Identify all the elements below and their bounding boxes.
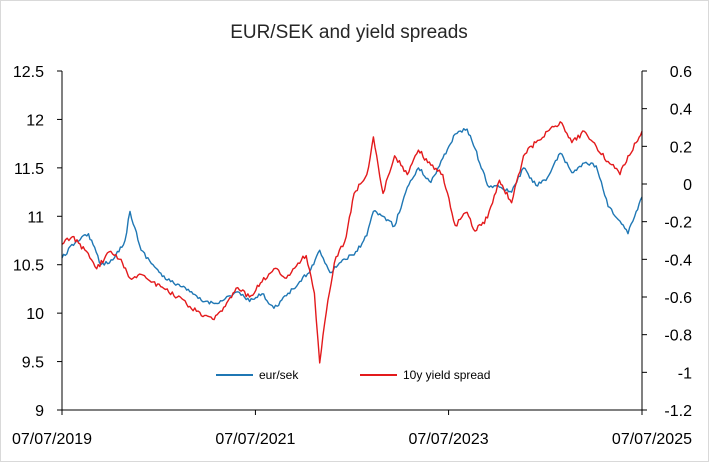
right-y-tick-label: 0 — [683, 177, 692, 194]
x-tick-label: 07/07/2019 — [12, 431, 92, 448]
series-line-eur-sek — [61, 127, 643, 309]
left-y-tick-label: 12 — [26, 112, 44, 129]
legend: eur/sek 10y yield spread — [216, 368, 490, 382]
right-y-tick-label: -0.6 — [664, 290, 692, 307]
left-y-tick-label: 11.5 — [14, 161, 44, 178]
left-y-tick-label: 11 — [27, 209, 44, 226]
legend-label-eur-sek: eur/sek — [259, 368, 299, 382]
right-y-tick-label: 0.2 — [670, 139, 692, 156]
left-y-tick-label: 10 — [26, 306, 44, 323]
left-y-tick-label: 10.5 — [13, 258, 44, 275]
right-y-tick-label: 0.4 — [670, 102, 692, 119]
right-y-tick-label: -1.2 — [664, 403, 692, 420]
legend-label-yield-spread: 10y yield spread — [403, 368, 490, 382]
chart-title: EUR/SEK and yield spreads — [230, 22, 468, 43]
left-y-tick-label: 9 — [35, 403, 44, 420]
right-y-tick-label: -0.4 — [664, 252, 692, 269]
x-tick-label: 07/07/2021 — [215, 431, 295, 448]
right-y-tick-label: 0.6 — [670, 64, 692, 81]
right-y-tick-label: -0.2 — [664, 215, 692, 232]
series-line-yield-spread — [61, 121, 643, 364]
x-tick-label: 07/07/2023 — [409, 431, 489, 448]
x-tick-label: 07/07/2025 — [612, 431, 692, 448]
left-y-tick-label: 12.5 — [13, 64, 44, 81]
right-y-tick-label: -1 — [678, 365, 692, 382]
left-y-tick-label: 9.5 — [22, 355, 44, 372]
right-y-tick-label: -0.8 — [664, 328, 692, 345]
